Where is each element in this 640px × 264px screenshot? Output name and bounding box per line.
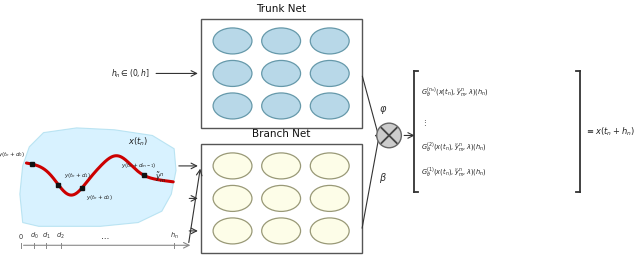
Ellipse shape (310, 60, 349, 86)
Text: $d_2$: $d_2$ (56, 231, 65, 242)
Text: $\varphi$: $\varphi$ (379, 104, 387, 116)
Circle shape (377, 123, 401, 148)
Ellipse shape (213, 185, 252, 211)
Text: $h_n$: $h_n$ (170, 231, 179, 242)
Text: $\vdots$: $\vdots$ (421, 118, 427, 128)
Ellipse shape (262, 60, 301, 86)
Text: Trunk Net: Trunk Net (256, 4, 306, 14)
Ellipse shape (213, 93, 252, 119)
Text: $h_n \in (0,h]$: $h_n \in (0,h]$ (111, 67, 150, 80)
Ellipse shape (213, 28, 252, 54)
Text: $G_\theta^{(1)}(x(t_n),\tilde{y}_m^n,\lambda)(h_n)$: $G_\theta^{(1)}(x(t_n),\tilde{y}_m^n,\la… (421, 166, 487, 181)
Text: $d_1$: $d_1$ (42, 231, 51, 242)
Text: $\equiv x(t_n+h_n)$: $\equiv x(t_n+h_n)$ (585, 125, 635, 138)
Ellipse shape (262, 93, 301, 119)
Ellipse shape (262, 153, 301, 179)
Text: $0$: $0$ (18, 233, 24, 242)
Text: $\tilde{y}_m^n$: $\tilde{y}_m^n$ (155, 171, 167, 185)
Ellipse shape (310, 153, 349, 179)
Text: $\beta$: $\beta$ (379, 171, 387, 185)
Ellipse shape (213, 153, 252, 179)
Ellipse shape (262, 218, 301, 244)
Ellipse shape (310, 185, 349, 211)
Ellipse shape (310, 218, 349, 244)
Ellipse shape (310, 28, 349, 54)
Text: $\cdots$: $\cdots$ (100, 233, 109, 242)
Text: $G_\theta^{(2)}(x(t_n),\tilde{y}_m^n,\lambda)(h_n)$: $G_\theta^{(2)}(x(t_n),\tilde{y}_m^n,\la… (421, 141, 487, 155)
Text: $G_\theta^{(n_x)}(x(t_n),\tilde{y}_m^n,\lambda)(h_n)$: $G_\theta^{(n_x)}(x(t_n),\tilde{y}_m^n,\… (421, 86, 489, 100)
Ellipse shape (262, 185, 301, 211)
Ellipse shape (310, 93, 349, 119)
Ellipse shape (213, 60, 252, 86)
Ellipse shape (213, 218, 252, 244)
Text: $y(t_n+d_0)$: $y(t_n+d_0)$ (0, 150, 24, 159)
Text: Branch Net: Branch Net (252, 129, 310, 139)
Ellipse shape (262, 28, 301, 54)
Polygon shape (20, 128, 176, 226)
Text: $d_0$: $d_0$ (29, 231, 38, 242)
Text: $x(t_n)$: $x(t_n)$ (128, 136, 148, 148)
FancyBboxPatch shape (201, 19, 362, 128)
FancyBboxPatch shape (201, 144, 362, 253)
Text: $y(t_n+d_{m-1})$: $y(t_n+d_{m-1})$ (122, 161, 157, 170)
Text: $y(t_n+d_2)$: $y(t_n+d_2)$ (86, 193, 113, 202)
Text: $y(t_n+d_1)$: $y(t_n+d_1)$ (64, 171, 91, 180)
